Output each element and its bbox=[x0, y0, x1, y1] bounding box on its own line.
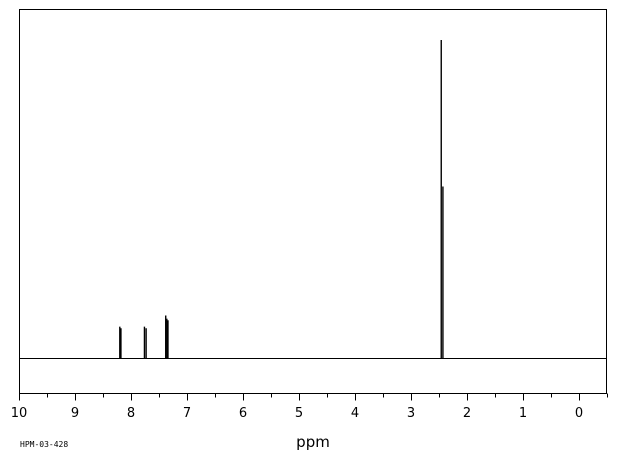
x-tick-label: 0 bbox=[575, 406, 583, 421]
x-tick-label: 6 bbox=[239, 406, 247, 421]
x-axis-ticks bbox=[19, 393, 608, 401]
spectrum-code-label: HPM-03-428 bbox=[20, 440, 68, 449]
x-tick-label: 3 bbox=[407, 406, 415, 421]
x-tick-label: 10 bbox=[11, 406, 28, 421]
peak-series bbox=[119, 40, 444, 359]
plot-frame bbox=[19, 9, 607, 394]
x-tick-label: 4 bbox=[351, 406, 359, 421]
x-tick-label: 7 bbox=[183, 406, 191, 421]
x-tick-label: 5 bbox=[295, 406, 303, 421]
x-tick-label: 1 bbox=[519, 406, 527, 421]
x-axis-tick-labels: 10 9 8 7 6 5 4 3 2 1 0 bbox=[11, 406, 583, 421]
x-tick-label: 8 bbox=[127, 406, 135, 421]
x-tick-label: 2 bbox=[463, 406, 471, 421]
x-tick-label: 9 bbox=[71, 406, 79, 421]
x-axis-title: ppm bbox=[296, 433, 330, 451]
